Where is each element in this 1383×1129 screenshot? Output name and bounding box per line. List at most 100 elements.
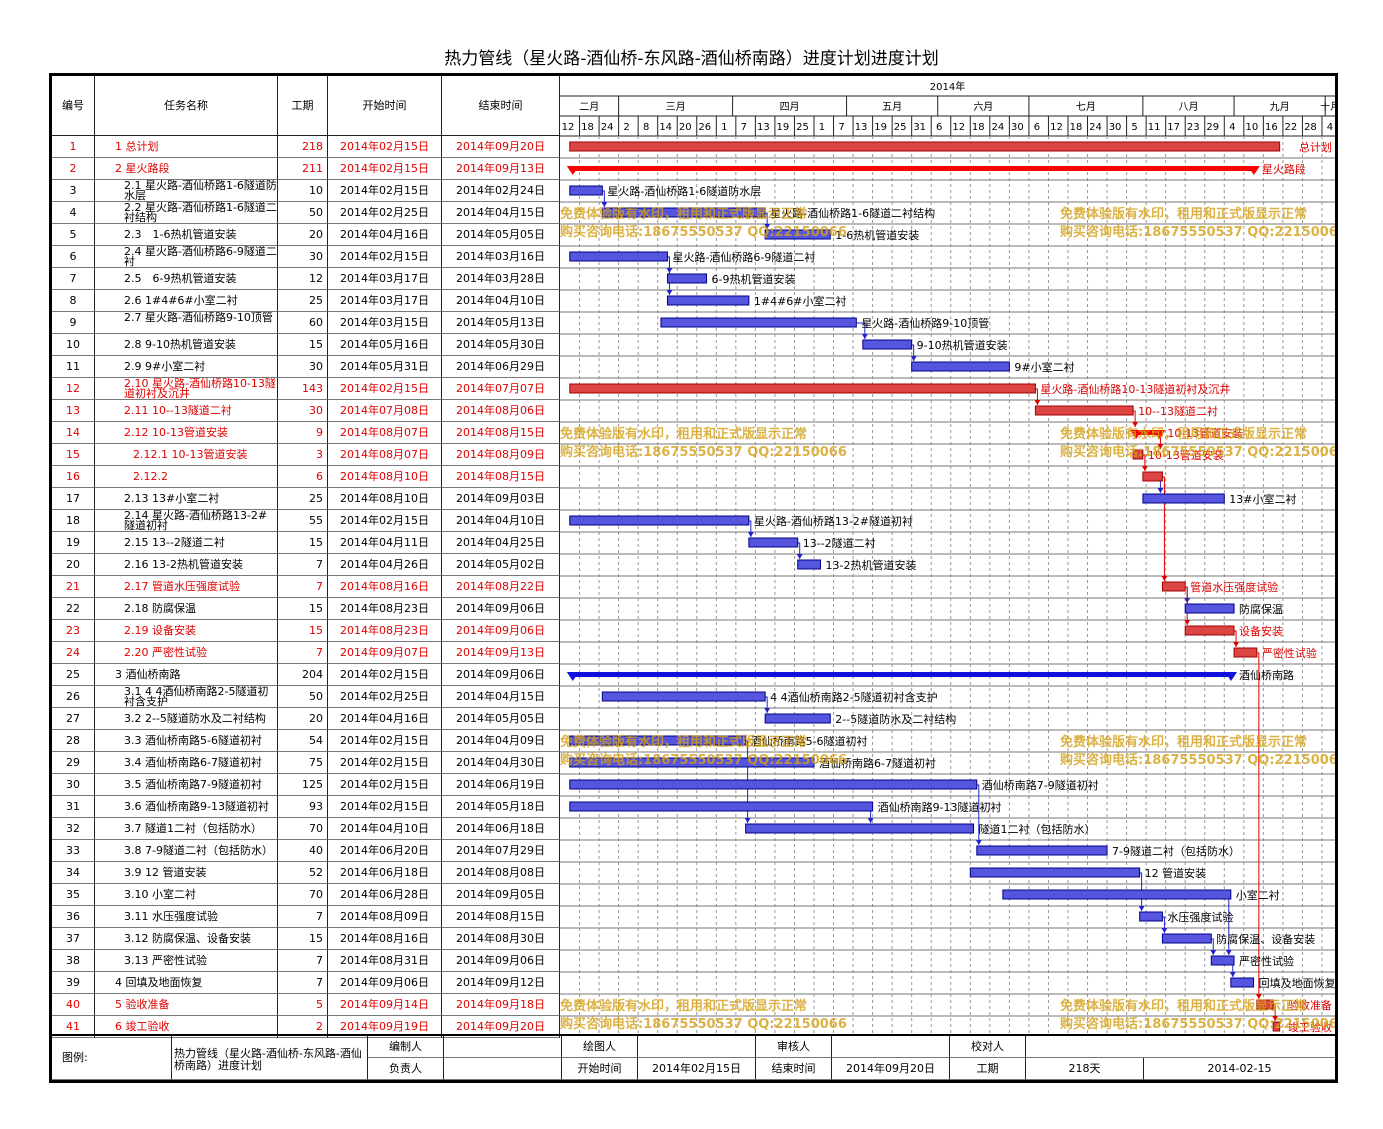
- dependency-link: [1273, 1004, 1276, 1021]
- bar-label: 12 管道安装: [1145, 866, 1207, 880]
- task-name: 3.10 小室二衬: [95, 884, 278, 906]
- task-name: 3.9 12 管道安装: [95, 862, 278, 884]
- task-end: 2014年06月18日: [442, 818, 560, 840]
- watermark-text: 免费体验版有水印，租用和正式版显示正常: [560, 206, 807, 222]
- task-start: 2014年04月11日: [328, 532, 442, 554]
- footer-owner-label: 负责人: [368, 1058, 444, 1080]
- watermark-text: 购买咨询电话:18675550537 QQ:22150066: [560, 752, 847, 768]
- watermark-text: 购买咨询电话:18675550537 QQ:22150066: [1060, 444, 1335, 460]
- task-name: 2 星火路段: [95, 158, 278, 180]
- task-start: 2014年02月25日: [328, 202, 442, 224]
- task-id: 3: [52, 180, 95, 202]
- task-start: 2014年03月17日: [328, 268, 442, 290]
- footer-legend-label: 图例:: [52, 1036, 172, 1080]
- bar-label: 酒仙桥南路6-7隧道初衬: [819, 756, 936, 770]
- bar-label: 10-13管道安装: [1148, 448, 1224, 462]
- tick-label: 18: [581, 122, 594, 133]
- task-bar: [569, 251, 668, 262]
- task-id: 6: [52, 246, 95, 268]
- dependency-arrow: [747, 532, 754, 537]
- task-bar: [569, 515, 750, 526]
- task-duration: 9: [278, 422, 328, 444]
- task-start: 2014年09月06日: [328, 972, 442, 994]
- dependency-arrow: [1272, 1016, 1279, 1021]
- task-id: 10: [52, 334, 95, 356]
- task-bar: [569, 757, 815, 768]
- dependency-arrow: [1132, 422, 1139, 427]
- task-duration: 15: [278, 598, 328, 620]
- bar-label: 酒仙桥南路5-6隧道初衬: [751, 734, 868, 748]
- task-duration: 70: [278, 884, 328, 906]
- task-start: 2014年02月15日: [328, 796, 442, 818]
- task-start: 2014年02月15日: [328, 246, 442, 268]
- task-duration: 20: [278, 224, 328, 246]
- dependency-link: [1256, 652, 1260, 999]
- bar-label: 酒仙桥南路: [1239, 669, 1294, 682]
- task-id: 28: [52, 730, 95, 752]
- task-duration: 25: [278, 290, 328, 312]
- month-label: 七月: [1076, 101, 1096, 113]
- tick-label: 13: [855, 122, 868, 133]
- summary-end-marker: [1225, 672, 1238, 681]
- month-label: 十月: [1320, 100, 1335, 113]
- task-id: 32: [52, 818, 95, 840]
- watermark-text: 购买咨询电话:18675550537 QQ:22150066: [560, 1016, 847, 1032]
- task-start: 2014年02月15日: [328, 378, 442, 400]
- tick-label: 6: [1034, 122, 1040, 133]
- summary-start-marker: [566, 672, 579, 681]
- month-label: 八月: [1178, 101, 1198, 113]
- task-id: 30: [52, 774, 95, 796]
- task-id: 4: [52, 202, 95, 224]
- task-id: 26: [52, 686, 95, 708]
- task-end: 2014年09月12日: [442, 972, 560, 994]
- task-duration: 30: [278, 356, 328, 378]
- task-name: 3.3 酒仙桥南路5-6隧道初衬: [95, 730, 278, 752]
- task-end: 2014年05月18日: [442, 796, 560, 818]
- task-end: 2014年05月13日: [442, 312, 560, 334]
- task-bar: [976, 845, 1108, 856]
- task-duration: 75: [278, 752, 328, 774]
- tick-label: 24: [601, 122, 614, 133]
- task-start: 2014年04月16日: [328, 708, 442, 730]
- task-bar: [797, 559, 822, 570]
- task-name: 2.9 9#小室二衬: [95, 356, 278, 378]
- task-name: 2.19 设备安装: [95, 620, 278, 642]
- task-start: 2014年08月16日: [328, 928, 442, 950]
- task-bar: [862, 339, 913, 350]
- bar-label: 设备安装: [1239, 624, 1283, 638]
- bar-label: 星火路段: [1262, 162, 1306, 176]
- task-bar: [569, 185, 603, 196]
- dependency-arrow: [666, 290, 673, 295]
- task-end: 2014年08月06日: [442, 400, 560, 422]
- task-name: 2.3 1-6热机管道安装: [95, 224, 278, 246]
- task-bar: [1161, 933, 1212, 944]
- task-id: 13: [52, 400, 95, 422]
- dependency-link: [745, 740, 749, 823]
- task-start: 2014年02月15日: [328, 774, 442, 796]
- task-bar: [969, 867, 1141, 878]
- watermark-text: 免费体验版有水印，租用和正式版显示正常: [1060, 206, 1307, 222]
- tick-label: 1: [819, 122, 825, 133]
- task-name: 3.8 7-9隧道二衬（包括防水）: [95, 840, 278, 862]
- task-end: 2014年09月06日: [442, 950, 560, 972]
- dependency-arrow: [796, 554, 803, 559]
- task-bar: [764, 229, 831, 240]
- task-name: 2.17 管道水压强度试验: [95, 576, 278, 598]
- bar-label: 1#4#6#小室二衬: [754, 294, 847, 308]
- tick-label: 11: [1148, 122, 1161, 133]
- tick-label: 30: [1109, 122, 1122, 133]
- task-bar: [666, 295, 750, 306]
- bar-label: 星火路-酒仙桥路1-6隧道防水层: [607, 184, 761, 198]
- tick-label: 7: [741, 122, 747, 133]
- task-name: 3.4 酒仙桥南路6-7隧道初衬: [95, 752, 278, 774]
- task-start: 2014年03月17日: [328, 290, 442, 312]
- task-id: 9: [52, 312, 95, 334]
- month-label: 三月: [666, 101, 686, 113]
- dependency-link: [856, 322, 866, 339]
- task-start: 2014年02月25日: [328, 686, 442, 708]
- task-name: 2.11 10--13隧道二衬: [95, 400, 278, 422]
- task-id: 35: [52, 884, 95, 906]
- tick-label: 12: [562, 122, 575, 133]
- task-duration: 15: [278, 928, 328, 950]
- task-start: 2014年09月07日: [328, 642, 442, 664]
